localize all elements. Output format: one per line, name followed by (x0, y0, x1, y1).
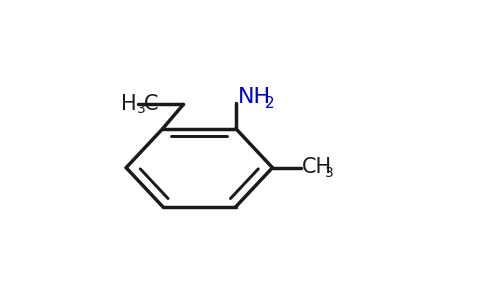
Text: H: H (121, 94, 136, 114)
Text: 3: 3 (137, 103, 146, 116)
Text: 3: 3 (325, 166, 333, 180)
Text: 2: 2 (265, 95, 274, 110)
Text: CH: CH (302, 157, 332, 177)
Text: NH: NH (238, 88, 271, 107)
Text: C: C (144, 94, 158, 114)
